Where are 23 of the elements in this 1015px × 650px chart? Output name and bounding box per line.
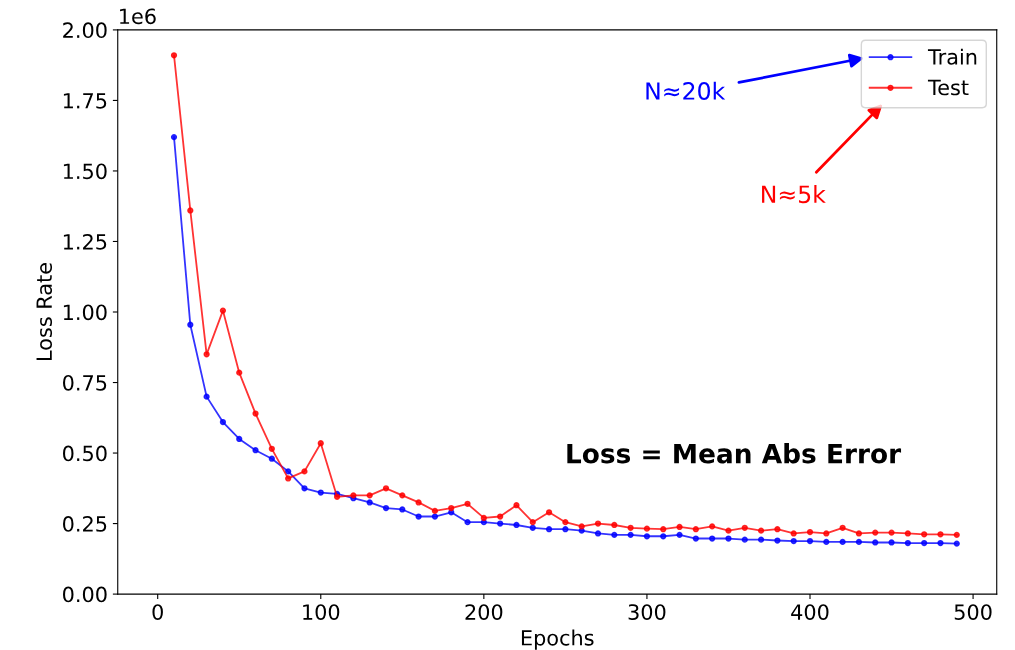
y-tick-label: 2.00 (63, 22, 107, 39)
y-tick-label: 0.50 (63, 445, 107, 462)
legend-label: Train (927, 48, 977, 65)
x-axis-title: Epochs (521, 629, 594, 650)
y-tick-label: 1.75 (63, 93, 107, 109)
annotation: N≈20k (646, 81, 726, 100)
x-tick-label: 100 (303, 604, 340, 620)
text: 1e6 (120, 8, 156, 25)
legend-label: Test (927, 79, 969, 96)
y-tick-label: 0.25 (63, 516, 107, 532)
x-tick-label: 400 (791, 604, 829, 620)
y-tick-label: 1.25 (63, 233, 107, 250)
y-tick-label: 1.00 (63, 304, 107, 321)
y-tick-label: 1.50 (63, 163, 107, 180)
y-tick-label: 0.75 (63, 374, 107, 391)
annotation: N≈5k (762, 184, 826, 204)
x-tick-label: 0 (152, 604, 163, 620)
x-tick-label: 300 (628, 604, 666, 620)
y-axis-title: Loss Rate (36, 263, 53, 360)
annotation: Loss = Mean Abs Error (567, 443, 902, 464)
x-tick-label: 200 (465, 604, 503, 620)
y-tick-label: 0.00 (63, 586, 107, 603)
x-tick-label: 500 (954, 604, 992, 620)
